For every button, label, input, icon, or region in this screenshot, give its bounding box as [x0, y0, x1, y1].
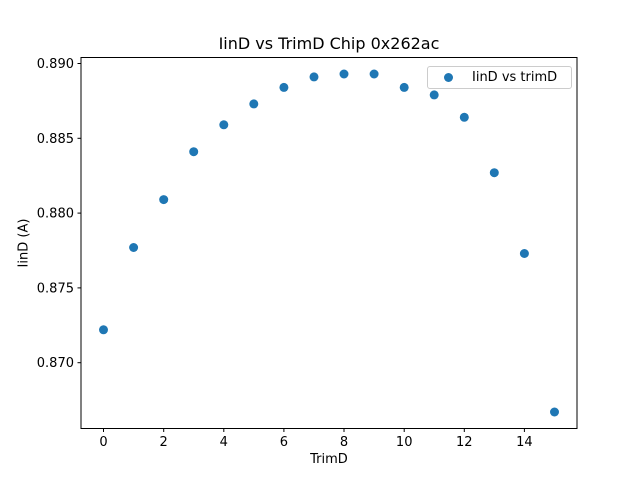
- data-point: [339, 69, 349, 79]
- legend-label: IinD vs trimD: [472, 70, 558, 85]
- data-point: [159, 195, 169, 205]
- data-point: [129, 243, 139, 252]
- x-tick-label: 2: [160, 435, 168, 450]
- y-axis-label: IinD (A): [16, 218, 32, 268]
- y-tick-label: 0.875: [37, 281, 74, 296]
- x-tick-label: 10: [396, 435, 413, 450]
- data-point: [519, 249, 529, 258]
- y-tick-label: 0.870: [37, 356, 74, 371]
- data-point: [249, 99, 259, 109]
- y-tick-label: 0.885: [37, 132, 74, 147]
- legend: IinD vs trimD: [427, 66, 572, 89]
- x-tick-label: 12: [456, 435, 473, 450]
- x-tick-label: 4: [220, 435, 228, 450]
- data-point: [489, 168, 499, 178]
- data-point: [369, 69, 379, 79]
- data-point: [399, 82, 409, 92]
- chart-title: IinD vs TrimD Chip 0x262ac: [218, 34, 440, 53]
- data-point: [429, 90, 439, 100]
- x-tick-label: 0: [99, 435, 107, 450]
- legend-marker-icon: [444, 73, 453, 82]
- data-point: [459, 112, 469, 122]
- x-tick-label: 14: [516, 435, 533, 450]
- data-point: [219, 120, 229, 130]
- data-point: [189, 147, 199, 157]
- data-point: [99, 325, 108, 335]
- data-point: [279, 82, 289, 92]
- x-axis-label: TrimD: [310, 452, 348, 467]
- plot-frame: [80, 57, 578, 429]
- data-point: [309, 72, 319, 82]
- x-tick-label: 6: [280, 435, 288, 450]
- y-tick-label: 0.890: [37, 57, 74, 72]
- y-tick-label: 0.880: [37, 207, 74, 222]
- x-tick-label: 8: [340, 435, 348, 450]
- data-point: [550, 407, 559, 417]
